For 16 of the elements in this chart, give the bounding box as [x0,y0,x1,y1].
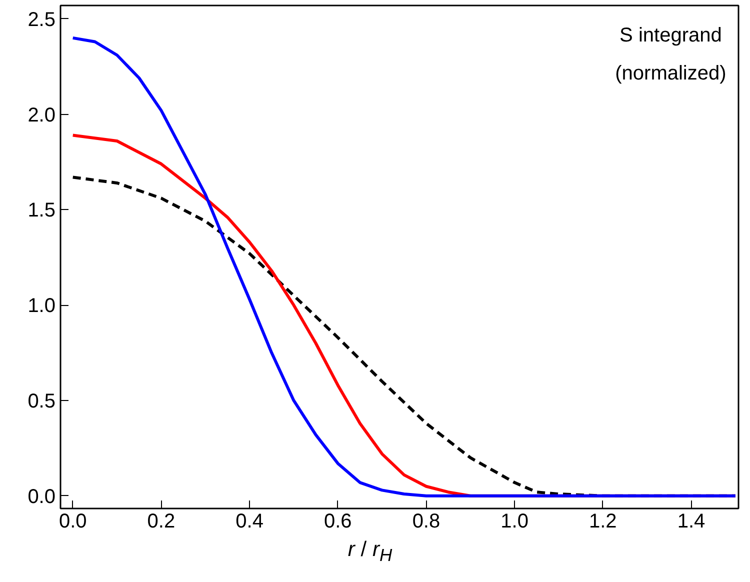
x-axis-title: r / r$_{H}$ [346,537,394,568]
y-tick-label: 0.5 [28,390,56,412]
annotation: S integrand (normalized) [615,24,726,84]
x-tick-label: 1.2 [589,510,617,532]
y-tick-label: 2.0 [28,104,56,126]
y-tick-label: 1.5 [28,200,56,222]
x-tick-label: 0.6 [324,510,352,532]
x-tick-label: 0.2 [147,510,176,532]
x-tick-label: 0.8 [412,510,440,532]
x-tick-label: 0.4 [236,510,264,532]
x-tick-label: 1.4 [677,510,706,532]
y-tick-label: 0.0 [28,486,56,508]
x-tick-label: 1.0 [500,510,528,532]
y-tick-label: 2.5 [28,8,56,31]
y-tick-label: 1.0 [28,295,56,318]
x-tick-label: 0.0 [58,510,87,532]
